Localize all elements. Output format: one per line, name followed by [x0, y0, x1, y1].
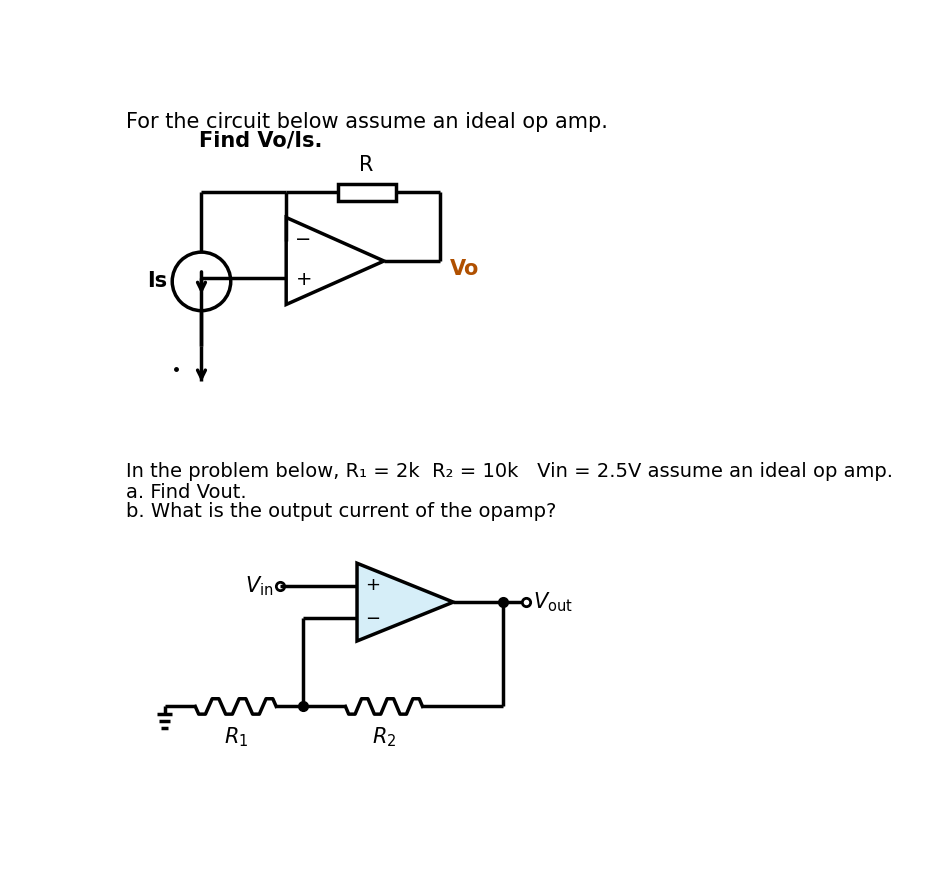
Text: Is: Is	[147, 272, 168, 291]
Polygon shape	[357, 564, 452, 641]
Text: +: +	[295, 271, 311, 289]
Text: Vo: Vo	[449, 258, 478, 279]
Text: $V_{\mathrm{in}}$: $V_{\mathrm{in}}$	[245, 574, 273, 598]
Text: $R_2$: $R_2$	[372, 725, 396, 749]
Circle shape	[172, 252, 231, 310]
Text: In the problem below, R₁ = 2k  R₂ = 10k   Vin = 2.5V assume an ideal op amp.: In the problem below, R₁ = 2k R₂ = 10k V…	[126, 461, 892, 481]
Text: +: +	[364, 576, 379, 594]
Text: a. Find Vout.: a. Find Vout.	[126, 483, 247, 502]
Text: R: R	[359, 155, 374, 176]
Text: −: −	[364, 610, 379, 629]
Bar	[337, 183, 395, 200]
Text: For the circuit below assume an ideal op amp.: For the circuit below assume an ideal op…	[126, 112, 607, 132]
Text: b. What is the output current of the opamp?: b. What is the output current of the opa…	[126, 502, 556, 520]
Text: $V_{\mathrm{out}}$: $V_{\mathrm{out}}$	[532, 590, 572, 614]
Text: Find Vo/Is.: Find Vo/Is.	[199, 131, 323, 151]
Text: $R_1$: $R_1$	[223, 725, 248, 749]
Polygon shape	[286, 218, 384, 304]
Text: −: −	[295, 229, 311, 249]
